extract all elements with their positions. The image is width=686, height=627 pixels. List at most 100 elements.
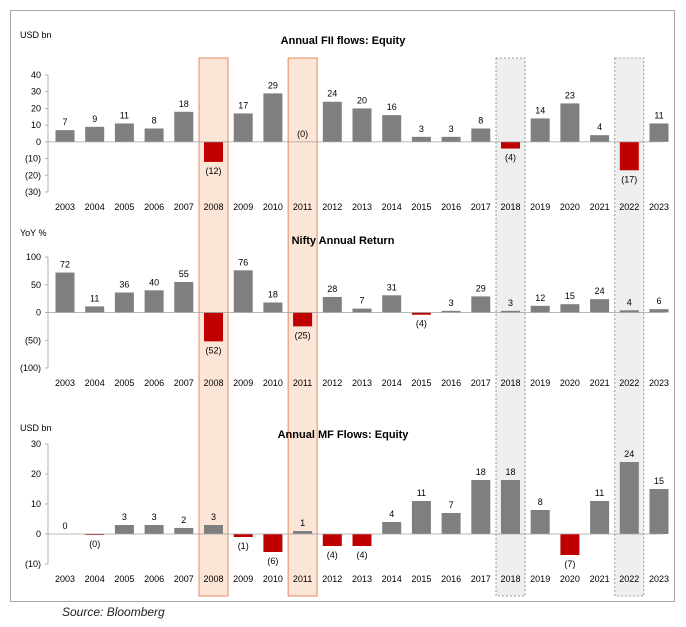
x-tick-label-2010: 2010 bbox=[263, 378, 283, 388]
bar-2011 bbox=[293, 531, 313, 534]
x-tick-label-2009: 2009 bbox=[233, 574, 253, 584]
bar-2018 bbox=[501, 141, 520, 149]
data-label-2009: 17 bbox=[238, 100, 248, 110]
data-label-2005: 3 bbox=[122, 512, 127, 522]
data-label-2011: (0) bbox=[297, 129, 308, 139]
bar-2016 bbox=[441, 310, 461, 313]
data-label-2021: 11 bbox=[595, 488, 604, 498]
x-tick-label-2021: 2021 bbox=[590, 202, 610, 212]
bar-2020 bbox=[560, 534, 580, 555]
data-label-2008: (52) bbox=[205, 345, 221, 355]
x-tick-label-2018: 2018 bbox=[500, 574, 520, 584]
data-label-2006: 40 bbox=[149, 277, 159, 287]
bar-2016 bbox=[441, 513, 461, 534]
data-label-2005: 11 bbox=[120, 110, 129, 120]
bar-2023 bbox=[649, 489, 669, 534]
x-tick-label-2003: 2003 bbox=[55, 378, 75, 388]
x-tick-label-2005: 2005 bbox=[114, 202, 134, 212]
x-tick-label-2009: 2009 bbox=[233, 202, 253, 212]
bar-2014 bbox=[382, 115, 402, 142]
data-label-2014: 4 bbox=[389, 509, 394, 519]
x-tick-label-2022: 2022 bbox=[619, 378, 639, 388]
bar-2004 bbox=[85, 126, 105, 142]
x-tick-label-2006: 2006 bbox=[144, 378, 164, 388]
data-label-2004: 11 bbox=[90, 293, 99, 303]
data-label-2014: 31 bbox=[387, 282, 397, 292]
y-tick-label: (20) bbox=[25, 170, 41, 180]
data-label-2019: 12 bbox=[535, 293, 545, 303]
data-label-2018: 18 bbox=[505, 467, 515, 477]
x-tick-label-2004: 2004 bbox=[85, 574, 105, 584]
x-tick-label-2004: 2004 bbox=[85, 202, 105, 212]
data-label-2020: 23 bbox=[565, 90, 575, 100]
bar-2017 bbox=[471, 128, 491, 142]
data-label-2006: 8 bbox=[152, 115, 157, 125]
x-tick-label-2013: 2013 bbox=[352, 574, 372, 584]
y-tick-label: 30 bbox=[31, 439, 41, 449]
bar-2023 bbox=[649, 309, 669, 313]
bar-2015 bbox=[411, 136, 431, 142]
data-label-2013: 7 bbox=[359, 296, 364, 306]
chart-title: Annual FII flows: Equity bbox=[281, 35, 407, 47]
x-tick-label-2010: 2010 bbox=[263, 574, 283, 584]
x-tick-label-2009: 2009 bbox=[233, 378, 253, 388]
chart-panels: Annual FII flows: Equity USD bn (30) (20) (1… bbox=[20, 30, 669, 584]
bar-2015 bbox=[411, 501, 431, 534]
data-label-2015: 3 bbox=[419, 124, 424, 134]
bar-2020 bbox=[560, 304, 580, 313]
x-tick-label-2010: 2010 bbox=[263, 202, 283, 212]
y-tick-label: 10 bbox=[31, 499, 41, 509]
bar-2018 bbox=[501, 310, 520, 313]
bar-2018 bbox=[501, 480, 520, 534]
y-tick-label: 50 bbox=[31, 280, 41, 290]
data-label-2003: 72 bbox=[60, 260, 70, 270]
x-tick-label-2018: 2018 bbox=[500, 202, 520, 212]
y-tick-label: 40 bbox=[31, 70, 41, 80]
y-tick-label: 0 bbox=[36, 308, 41, 318]
x-tick-label-2005: 2005 bbox=[114, 378, 134, 388]
x-tick-label-2021: 2021 bbox=[590, 378, 610, 388]
y-tick-label: (10) bbox=[25, 154, 41, 164]
chart-title: Annual MF Flows: Equity bbox=[278, 429, 410, 441]
x-tick-label-2020: 2020 bbox=[560, 574, 580, 584]
x-tick-label-2016: 2016 bbox=[441, 378, 461, 388]
data-label-2019: 8 bbox=[538, 497, 543, 507]
chart-frame bbox=[10, 10, 675, 602]
data-label-2022: 4 bbox=[627, 297, 632, 307]
bar-2022 bbox=[619, 310, 639, 313]
bar-2015 bbox=[411, 312, 431, 315]
data-label-2010: 29 bbox=[268, 80, 278, 90]
bar-2014 bbox=[382, 522, 402, 534]
x-tick-label-2020: 2020 bbox=[560, 202, 580, 212]
x-tick-label-2023: 2023 bbox=[649, 378, 669, 388]
bar-2005 bbox=[114, 525, 134, 534]
x-tick-label-2014: 2014 bbox=[382, 378, 402, 388]
x-tick-label-2014: 2014 bbox=[382, 202, 402, 212]
x-tick-label-2012: 2012 bbox=[322, 574, 342, 584]
x-tick-label-2008: 2008 bbox=[203, 574, 223, 584]
bar-2014 bbox=[382, 295, 402, 313]
x-tick-label-2020: 2020 bbox=[560, 378, 580, 388]
bar-2006 bbox=[144, 128, 164, 142]
data-label-2009: (1) bbox=[238, 541, 249, 551]
data-label-2007: 18 bbox=[179, 99, 189, 109]
data-label-2016: 7 bbox=[449, 500, 454, 510]
chart-title: Nifty Annual Return bbox=[292, 235, 395, 247]
data-label-2020: 15 bbox=[565, 291, 575, 301]
x-tick-label-2006: 2006 bbox=[144, 574, 164, 584]
bar-2003 bbox=[55, 130, 75, 142]
bar-2021 bbox=[590, 135, 610, 142]
y-tick-label: 0 bbox=[36, 137, 41, 147]
bar-2016 bbox=[441, 136, 461, 142]
bar-2004 bbox=[85, 306, 105, 313]
data-label-2023: 11 bbox=[654, 110, 663, 120]
x-tick-label-2016: 2016 bbox=[441, 202, 461, 212]
data-label-2007: 55 bbox=[179, 269, 189, 279]
data-label-2013: (4) bbox=[357, 550, 368, 560]
bar-2020 bbox=[560, 103, 580, 142]
bar-2023 bbox=[649, 123, 669, 142]
x-tick-label-2012: 2012 bbox=[322, 202, 342, 212]
x-tick-label-2013: 2013 bbox=[352, 378, 372, 388]
